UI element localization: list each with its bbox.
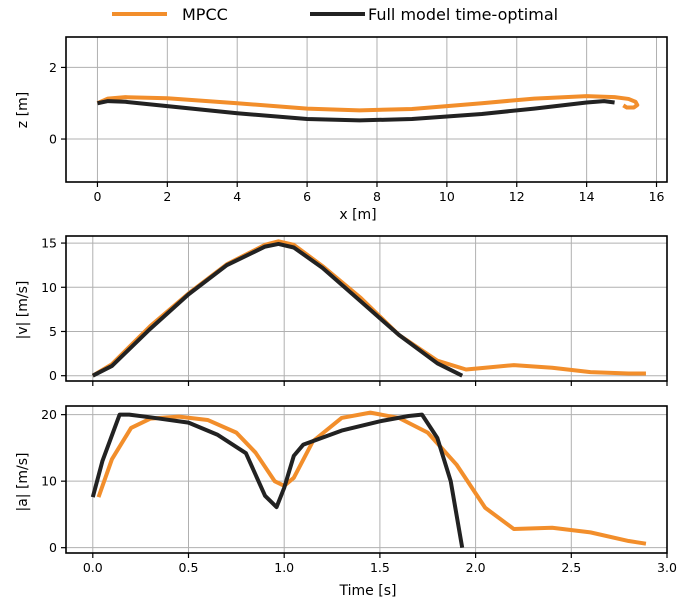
x-tick-label: 8 xyxy=(373,189,381,204)
x-tick-label: 0.0 xyxy=(83,560,103,575)
x-tick-label: 1.5 xyxy=(370,560,390,575)
panel-2: 0 5 10 15 xyxy=(41,235,668,386)
x-tick-label: 3.0 xyxy=(657,560,677,575)
legend: MPCC Full model time-optimal xyxy=(112,5,558,24)
y-tick-label: 10 xyxy=(41,474,57,489)
y-tick-label: 0 xyxy=(49,132,57,147)
plot-frame xyxy=(65,235,668,382)
x-tick-label: 0 xyxy=(93,189,101,204)
series-line-full-model xyxy=(91,241,464,378)
y-tick-label: 15 xyxy=(41,236,57,251)
series-line-mpcc xyxy=(96,94,640,113)
panel2-ylabel: |v| [m/s] xyxy=(15,281,31,340)
legend-label-mpcc: MPCC xyxy=(182,5,228,24)
y-tick-label: 10 xyxy=(41,280,57,295)
x-tick-label: 1.0 xyxy=(274,560,294,575)
y-tick-label: 20 xyxy=(41,407,57,422)
panel-3: 0.0 0.5 1.0 1.5 2.0 2.5 3.0 0 10 20 xyxy=(41,405,677,575)
x-tick-label: 2 xyxy=(163,189,171,204)
x-tick-label: 14 xyxy=(579,189,595,204)
x-tick-label: 10 xyxy=(439,189,455,204)
panel-1: 0 2 4 6 8 10 12 14 16 0 2 xyxy=(49,36,668,204)
y-tick-label: 0 xyxy=(49,540,57,555)
y-tick-label: 5 xyxy=(49,324,57,339)
panel3-ylabel: |a| [m/s] xyxy=(15,452,31,511)
series-line-full-model xyxy=(90,412,465,549)
series-line-mpcc xyxy=(96,410,647,546)
y-tick-label: 0 xyxy=(49,368,57,383)
x-tick-label: 16 xyxy=(649,189,665,204)
y-tick-label: 2 xyxy=(49,60,57,75)
x-tick-label: 4 xyxy=(233,189,241,204)
plot-frame xyxy=(65,405,668,554)
x-tick-label: 6 xyxy=(303,189,311,204)
legend-label-full-model: Full model time-optimal xyxy=(368,5,558,24)
x-tick-label: 2.5 xyxy=(561,560,581,575)
x-tick-label: 2.0 xyxy=(466,560,486,575)
plot-frame xyxy=(65,36,668,183)
panel1-xlabel: x [m] xyxy=(339,207,376,223)
x-tick-label: 12 xyxy=(509,189,525,204)
panel1-ylabel: z [m] xyxy=(15,92,31,128)
panel3-xlabel: Time [s] xyxy=(339,583,397,599)
series-line-full-model xyxy=(97,99,615,123)
x-tick-label: 0.5 xyxy=(179,560,199,575)
